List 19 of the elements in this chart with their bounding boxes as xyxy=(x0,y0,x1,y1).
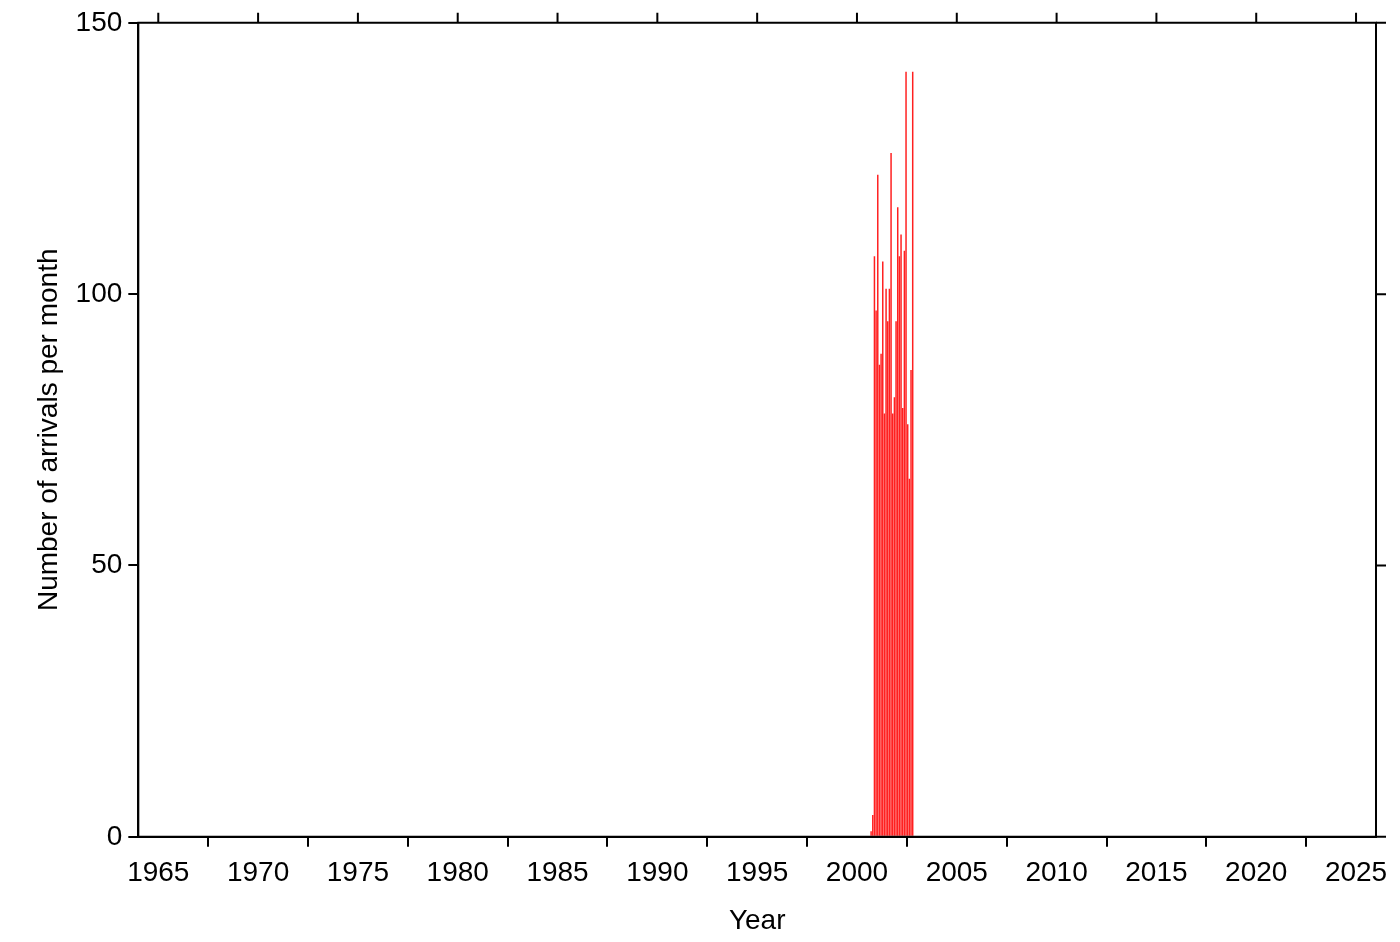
x-tick-label: 2025 xyxy=(1324,856,1388,888)
x-tick-label: 1985 xyxy=(526,856,589,888)
x-tick-label: 2020 xyxy=(1225,856,1288,888)
x-tick-label: 2010 xyxy=(1025,856,1088,888)
x-tick-label: 1975 xyxy=(326,856,390,888)
x-tick-label: 1995 xyxy=(726,856,789,888)
y-tick-label: 150 xyxy=(75,5,123,37)
y-tick-label: 100 xyxy=(75,276,123,308)
x-tick-label: 1965 xyxy=(127,856,190,888)
y-tick-label: 50 xyxy=(91,548,123,580)
x-tick-label: 2000 xyxy=(825,856,889,888)
y-tick-label: 0 xyxy=(106,819,123,851)
y-axis-title: Number of arrivals per month xyxy=(31,248,63,612)
x-axis-title: Year xyxy=(728,903,786,935)
x-tick-label: 2005 xyxy=(925,856,988,888)
x-tick-label: 1970 xyxy=(226,856,290,888)
x-tick-label: 2015 xyxy=(1125,856,1188,888)
x-tick-label: 1990 xyxy=(626,856,689,888)
x-tick-label: 1980 xyxy=(426,856,489,888)
